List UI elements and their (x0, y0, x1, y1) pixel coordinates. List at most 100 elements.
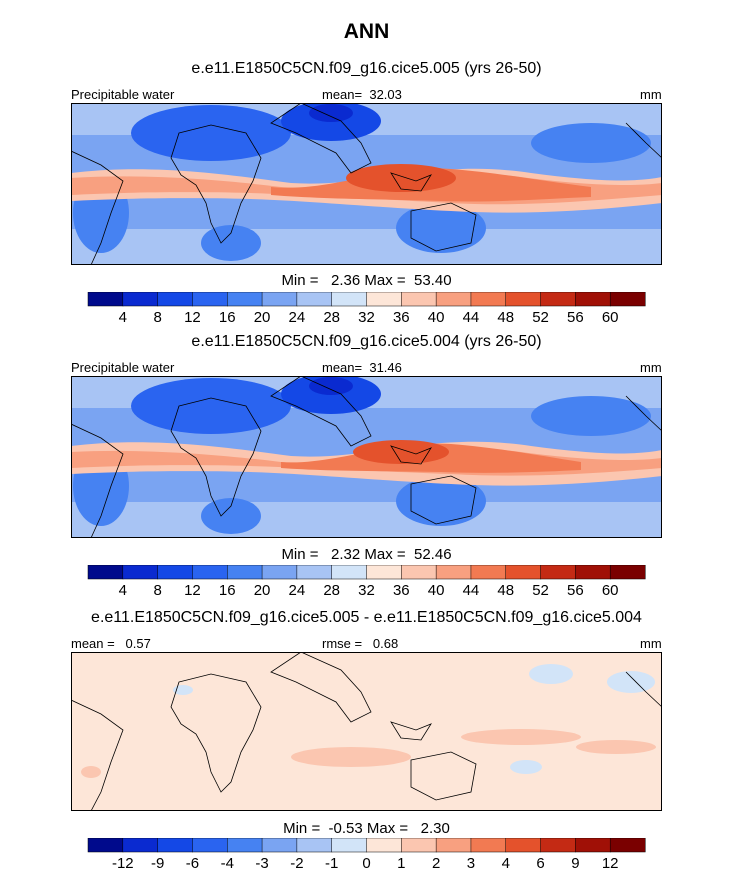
panel2-title: e.e11.E1850C5CN.f09_g16.cice5.004 (yrs 2… (191, 333, 542, 350)
colorbar-box (575, 292, 611, 307)
panel3-field-pos-3 (576, 740, 656, 754)
panel2-colorbar: 4 8 12 16 20 24 28 32 36 40 44 48 52 56 60 (87, 565, 646, 599)
panel3-field-pos-2 (461, 729, 581, 745)
panel2-indonesia-outline (390, 445, 432, 465)
panel1-africa-outline (170, 124, 262, 244)
colorbar-box (296, 838, 333, 853)
colorbar-box (470, 292, 507, 307)
panel1-indonesia-outline (390, 172, 432, 192)
colorbar-box (122, 292, 159, 307)
colorbar-box (331, 292, 368, 307)
panel2-asia-outline (270, 376, 372, 447)
colorbar-box (401, 565, 437, 580)
colorbar-box (540, 838, 576, 853)
panel3-south-america-outline (71, 699, 124, 811)
colorbar-box (505, 565, 542, 580)
colorbar-box (470, 565, 507, 580)
panel3-field-pos-1 (291, 747, 411, 767)
colorbar-box (296, 292, 333, 307)
panel2-map (71, 376, 662, 538)
colorbar-tick-label: 52 (532, 309, 549, 326)
colorbar-tick-label: -3 (255, 855, 268, 872)
colorbar-box (331, 838, 368, 853)
colorbar-box (505, 292, 542, 307)
colorbar-tick-label: 6 (536, 855, 544, 872)
colorbar-box (401, 838, 437, 853)
panel3-field-neg-4 (510, 760, 542, 774)
colorbar-box (366, 292, 402, 307)
panel3-field-pos-4 (81, 766, 101, 778)
panel2-field-australia (396, 476, 486, 526)
panel2-field-kalahari (201, 498, 261, 534)
panel2-variable-label: Precipitable water (71, 360, 175, 375)
colorbar-tick-label: 12 (184, 582, 201, 599)
colorbar-tick-label: 1 (397, 855, 405, 872)
panel1-australia-outline (410, 202, 477, 252)
colorbar-box (157, 565, 193, 580)
colorbar-box (575, 565, 611, 580)
colorbar-tick-label: -2 (290, 855, 303, 872)
colorbar-tick-label: 52 (532, 582, 549, 599)
colorbar-box (157, 292, 193, 307)
panel2-frame (71, 376, 662, 538)
colorbar-box (192, 292, 228, 307)
panel2-field-maritime-continent (353, 440, 449, 464)
panel1-minmax: Min = 2.36 Max = 53.40 (281, 272, 452, 289)
colorbar-tick-label: 40 (428, 309, 445, 326)
colorbar-tick-label: -9 (151, 855, 164, 872)
colorbar-box (505, 838, 542, 853)
colorbar-tick-label: 60 (602, 582, 619, 599)
panel3-mean-label: mean = 0.57 (71, 636, 151, 651)
panel1-field-australia (396, 203, 486, 253)
colorbar-tick-label: 16 (219, 309, 236, 326)
panel2-central-america-outline (625, 395, 662, 432)
colorbar-box (609, 565, 646, 580)
colorbar-box (435, 838, 472, 853)
colorbar-tick-label: -12 (112, 855, 134, 872)
panel1-south-america-outline (71, 150, 124, 265)
panel1-field-npacific (531, 123, 651, 163)
colorbar-tick-label: 56 (567, 582, 584, 599)
panel1-field-kalahari (201, 225, 261, 261)
panel1-units-label: mm (640, 87, 662, 102)
colorbar-box (192, 838, 228, 853)
panel3-minmax: Min = -0.53 Max = 2.30 (283, 820, 450, 837)
colorbar-box (609, 292, 646, 307)
panel1-mean-label: mean= 32.03 (322, 87, 402, 102)
colorbar-tick-label: 44 (463, 582, 480, 599)
colorbar-tick-label: 48 (497, 582, 514, 599)
colorbar-tick-label: 9 (571, 855, 579, 872)
colorbar-box (122, 838, 159, 853)
panel3-rmse-label: rmse = 0.68 (322, 636, 399, 651)
colorbar-tick-label: 20 (254, 309, 271, 326)
panel1-field-band-south (71, 229, 662, 265)
panel1-variable-label: Precipitable water (71, 87, 175, 102)
colorbar-box (366, 565, 402, 580)
colorbar-box (331, 565, 368, 580)
panel3-field-neg-2 (607, 671, 655, 693)
colorbar-box (192, 565, 228, 580)
panel2-australia-outline (410, 475, 477, 525)
colorbar-box (540, 292, 576, 307)
panel2-units-label: mm (640, 360, 662, 375)
colorbar-box (227, 838, 263, 853)
panel3-central-america-outline (625, 671, 662, 708)
panel1-central-america-outline (625, 122, 662, 159)
panel3-field-base (71, 652, 662, 811)
panel1-frame (71, 103, 662, 265)
panel2-mean-label: mean= 31.46 (322, 360, 402, 375)
colorbar-tick-label: 36 (393, 309, 410, 326)
colorbar-box (122, 565, 159, 580)
colorbar-box (261, 838, 298, 853)
panel2-field-band-south (71, 502, 662, 538)
colorbar-tick-label: 3 (467, 855, 475, 872)
panel3-map (71, 652, 662, 811)
colorbar-tick-label: 12 (184, 309, 201, 326)
colorbar-tick-label: 56 (567, 309, 584, 326)
colorbar-tick-label: 12 (602, 855, 619, 872)
panel3-units-label: mm (640, 636, 662, 651)
colorbar-tick-label: 28 (323, 582, 340, 599)
panel3-asia-outline (270, 652, 372, 723)
panel3-frame (71, 652, 662, 811)
colorbar-tick-label: 40 (428, 582, 445, 599)
